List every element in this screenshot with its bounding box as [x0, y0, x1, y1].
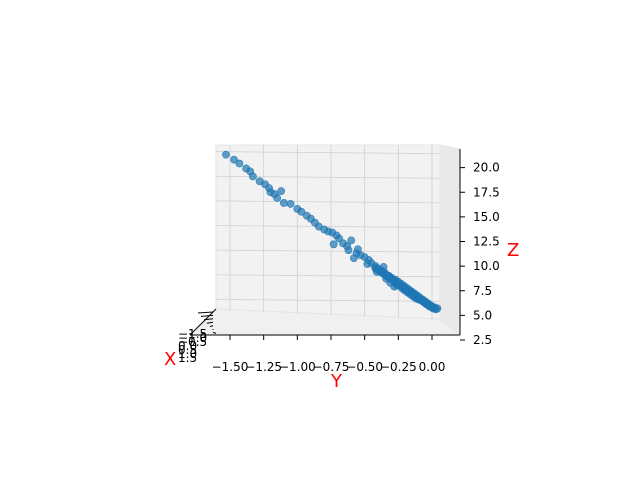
y-tick-labels: −1.50−1.25−1.00−0.75−0.50−0.25 0.00 [212, 335, 446, 374]
z-tick-label: 5.0 [473, 308, 492, 322]
data-point [347, 236, 356, 245]
x-tick-label: −1.5 [178, 327, 207, 341]
data-point [297, 207, 306, 216]
z-axis-label: Z [507, 240, 519, 261]
data-point [363, 260, 372, 268]
x-tick-label: −0.5 [178, 335, 207, 349]
data-points [222, 150, 442, 314]
data-point [279, 199, 288, 207]
z-tick-label: 7.5 [473, 284, 492, 298]
x-tick-label: −1.0 [178, 331, 207, 345]
data-point [277, 187, 286, 196]
y-tick-label: −0.50 [346, 360, 383, 374]
z-tick-label: 10.0 [473, 259, 500, 273]
z-tick-label: 2.5 [473, 333, 492, 347]
y-tick-label: −0.25 [380, 360, 417, 374]
x-tick-labels: −1.5−1.0−0.50.00.51.01.5 [178, 311, 217, 365]
data-point [329, 240, 338, 249]
y-axis-label: Y [330, 371, 343, 392]
x-tick-mark [203, 318, 214, 321]
y-tick-label: −1.00 [279, 360, 316, 374]
x-tick-label: 1.0 [178, 347, 197, 361]
y-tick-label: −1.25 [245, 360, 282, 374]
grid-line-z [215, 225, 441, 228]
x-tick-mark [209, 325, 214, 328]
side-pane [439, 144, 461, 337]
x-tick-mark [212, 331, 217, 334]
z-tick-labels: 2.5 5.0 7.5 10.0 12.5 15.0 17.5 20.0 [460, 161, 500, 347]
z-tick-label: 12.5 [473, 235, 500, 249]
data-point [230, 155, 238, 164]
data-point [235, 159, 244, 168]
data-point [344, 246, 353, 255]
grid-line-z [215, 298, 441, 302]
x-tick-label: 1.5 [178, 351, 197, 365]
data-point [222, 150, 230, 159]
data-point [273, 194, 282, 202]
x-tick-mark [206, 321, 214, 324]
y-tick-label: −1.50 [212, 360, 249, 374]
x-tick-label: 0.5 [178, 343, 197, 357]
y-tick-label: 0.00 [419, 360, 446, 374]
grid-line-z [215, 200, 441, 204]
z-tick-label: 20.0 [473, 161, 500, 175]
data-point [354, 245, 362, 254]
data-point [286, 200, 295, 208]
grid-line-z [215, 274, 441, 278]
z-tick-label: 17.5 [473, 185, 500, 199]
data-point [248, 172, 257, 181]
grid-lines [215, 145, 441, 320]
x-axis-line [189, 308, 217, 336]
data-point [429, 304, 438, 313]
x-tick-label: 0.0 [178, 339, 197, 353]
x-tick-mark [200, 314, 214, 317]
grid-line-z [215, 151, 441, 155]
x-tick-mark [197, 311, 214, 314]
z-tick-label: 15.0 [473, 210, 500, 224]
data-point [349, 254, 358, 262]
y-tick-label: −0.75 [313, 360, 350, 374]
grid-line-z [215, 249, 441, 253]
x-axis-label: X [164, 349, 176, 370]
